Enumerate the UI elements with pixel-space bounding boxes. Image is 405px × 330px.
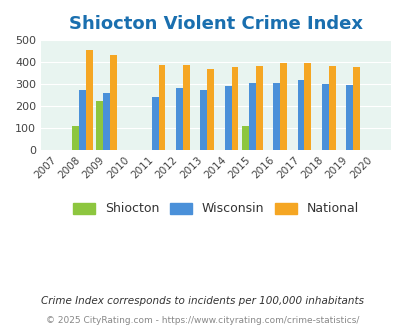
Bar [200, 90, 207, 149]
Bar [96, 101, 103, 149]
Bar [304, 63, 311, 149]
Bar [297, 80, 304, 149]
Bar [207, 69, 213, 149]
Bar [279, 63, 286, 149]
Text: Crime Index corresponds to incidents per 100,000 inhabitants: Crime Index corresponds to incidents per… [41, 296, 364, 306]
Title: Shiocton Violent Crime Index: Shiocton Violent Crime Index [69, 15, 362, 33]
Bar [176, 88, 183, 149]
Bar [103, 93, 110, 149]
Bar [72, 125, 79, 149]
Bar [321, 84, 328, 149]
Bar [151, 97, 158, 149]
Bar [224, 86, 231, 149]
Bar [273, 82, 279, 149]
Bar [255, 66, 262, 149]
Bar [231, 67, 238, 149]
Bar [248, 82, 255, 149]
Legend: Shiocton, Wisconsin, National: Shiocton, Wisconsin, National [68, 197, 363, 220]
Bar [328, 66, 335, 149]
Bar [79, 90, 85, 149]
Bar [110, 55, 117, 149]
Bar [183, 65, 189, 149]
Bar [352, 67, 359, 149]
Bar [85, 50, 92, 149]
Bar [345, 85, 352, 149]
Bar [158, 65, 165, 149]
Text: © 2025 CityRating.com - https://www.cityrating.com/crime-statistics/: © 2025 CityRating.com - https://www.city… [46, 316, 359, 325]
Bar [242, 125, 248, 149]
